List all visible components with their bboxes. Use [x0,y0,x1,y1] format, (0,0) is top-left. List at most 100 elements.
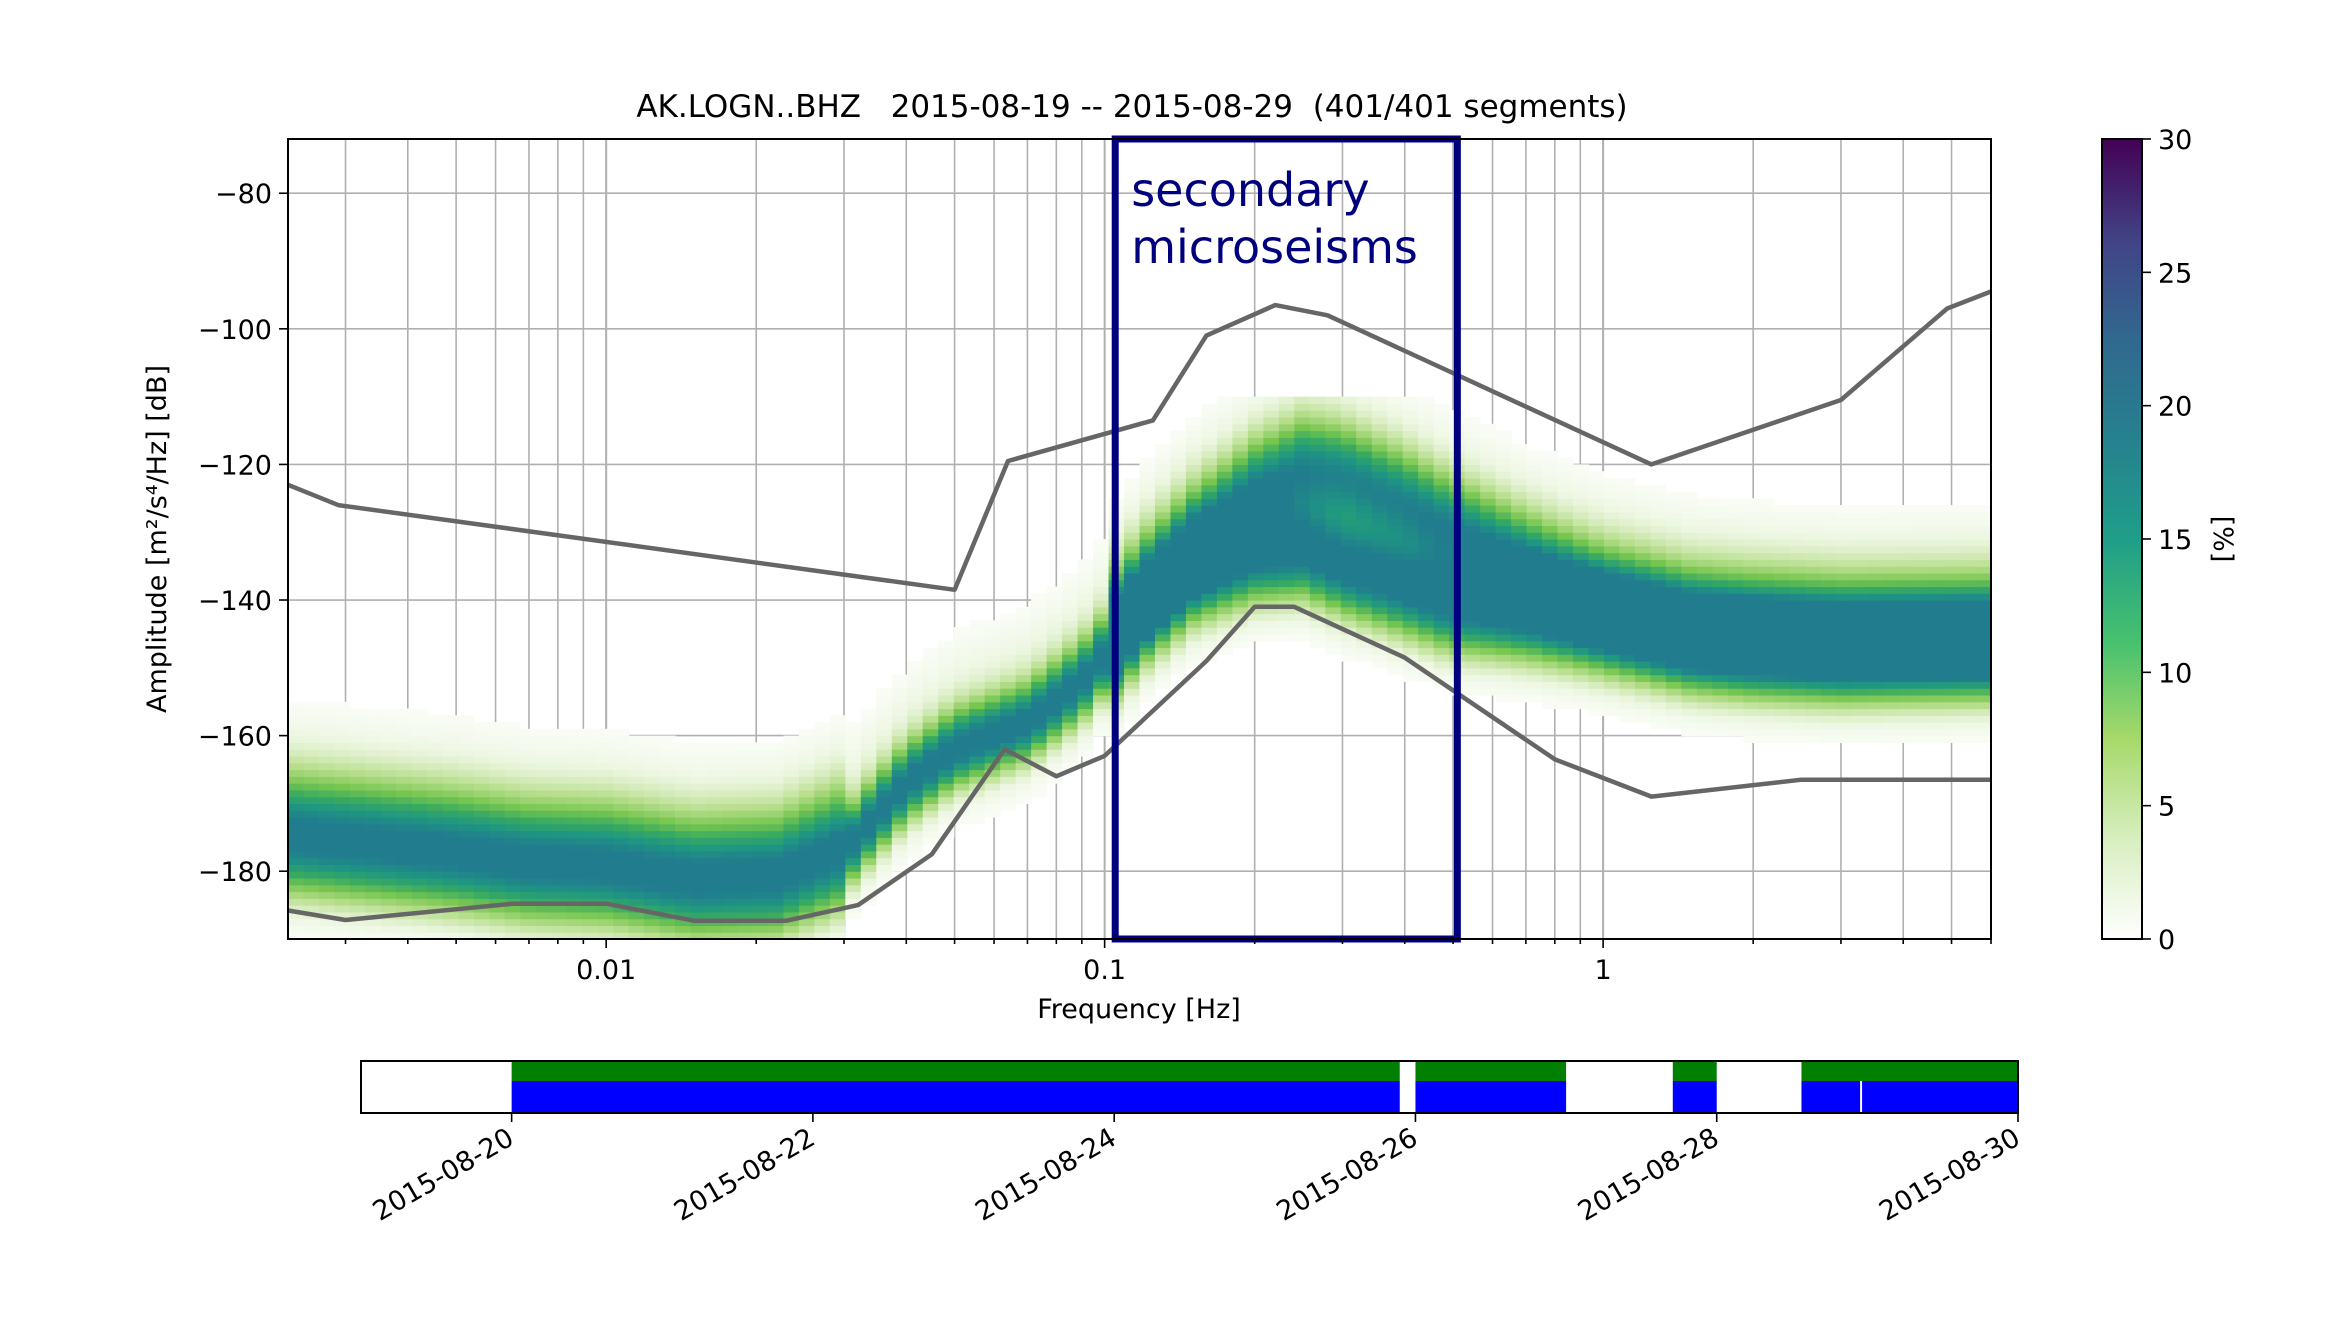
density-cell [1882,559,1899,567]
density-cell [1216,484,1233,493]
density-cell [814,823,831,832]
density-cell [1588,471,1605,479]
density-cell [1154,667,1172,676]
density-cell [1681,688,1698,696]
density-cell [1185,586,1203,594]
density-cell [365,783,382,791]
density-cell [1340,552,1357,560]
density-cell [1124,688,1141,696]
density-cell [1464,505,1481,513]
density-cell [1464,464,1481,472]
density-cell [984,667,1001,676]
density-cell [427,823,444,832]
density-cell [938,762,955,771]
density-cell [1464,579,1481,588]
density-cell [1185,471,1203,479]
density-cell [1851,559,1868,567]
density-cell [365,857,382,866]
density-cell [1077,667,1094,676]
density-cell [1015,613,1032,621]
density-cell [1309,539,1326,547]
density-cell [675,857,692,866]
density-cell [1263,566,1280,574]
density-cell [1170,572,1187,581]
density-cell [535,925,552,933]
density-cell [1650,491,1667,499]
density-cell [1216,416,1233,425]
density-cell [1603,477,1621,486]
density-cell [520,742,537,750]
density-cell [1929,552,1946,560]
density-cell [427,789,444,798]
density-cell [783,816,800,825]
density-cell [860,823,877,832]
density-cell [1913,654,1930,662]
density-cell [1325,600,1342,608]
density-cell [1929,728,1946,737]
density-cell [288,789,305,798]
density-cell [1960,654,1977,662]
density-cell [1356,600,1373,608]
density-cell [984,728,1001,737]
density-cell [411,837,428,845]
density-cell [427,837,444,845]
density-cell [1743,600,1760,608]
density-cell [349,810,367,818]
density-cell [1495,586,1512,594]
density-cell [442,898,459,906]
density-cell [349,715,367,723]
density-cell [690,789,707,798]
density-cell [1464,525,1481,533]
density-cell [706,877,723,886]
density-cell [644,830,661,838]
density-cell [1898,552,1915,560]
density-cell [1000,783,1017,791]
density-cell [334,816,351,825]
density-cell [318,796,336,805]
density-cell [1696,600,1713,608]
density-cell [1015,694,1032,703]
density-cell [1542,620,1559,628]
density-cell [829,830,846,838]
density-cell [1325,606,1342,615]
density-cell [1263,498,1280,506]
density-cell [1387,586,1404,594]
density-cell [1960,627,1977,635]
density-cell [535,816,552,825]
density-cell [1542,566,1559,574]
density-cell [1216,586,1233,594]
density-cell [1402,471,1419,479]
density-cell [721,932,738,940]
density-cell [1898,620,1915,628]
data-available-segment [1801,1061,2018,1081]
density-cell [922,735,939,743]
density-cell [1418,559,1435,567]
density-cell [1944,667,1961,676]
density-cell [504,803,521,811]
density-cell [504,905,521,913]
density-cell [922,728,939,737]
density-cell [504,789,521,798]
density-cell [1774,735,1791,743]
density-cell [690,837,707,845]
density-cell [628,837,645,845]
density-cell [969,694,986,703]
density-cell [767,911,785,920]
density-cell [1805,722,1822,730]
density-cell [1712,708,1729,716]
density-cell [1820,647,1837,655]
density-cell [876,762,893,771]
density-cell [1062,633,1079,642]
density-cell [1139,681,1156,689]
density-cell [1774,552,1791,560]
density-cell [659,925,676,933]
density-cell [1325,511,1342,520]
density-cell [1480,627,1497,635]
density-cell [489,830,506,838]
density-cell [504,742,521,750]
density-cell [1294,552,1311,560]
density-cell [551,844,568,852]
density-cell [1433,498,1450,506]
density-cell [1898,606,1915,615]
density-cell [1511,450,1528,459]
